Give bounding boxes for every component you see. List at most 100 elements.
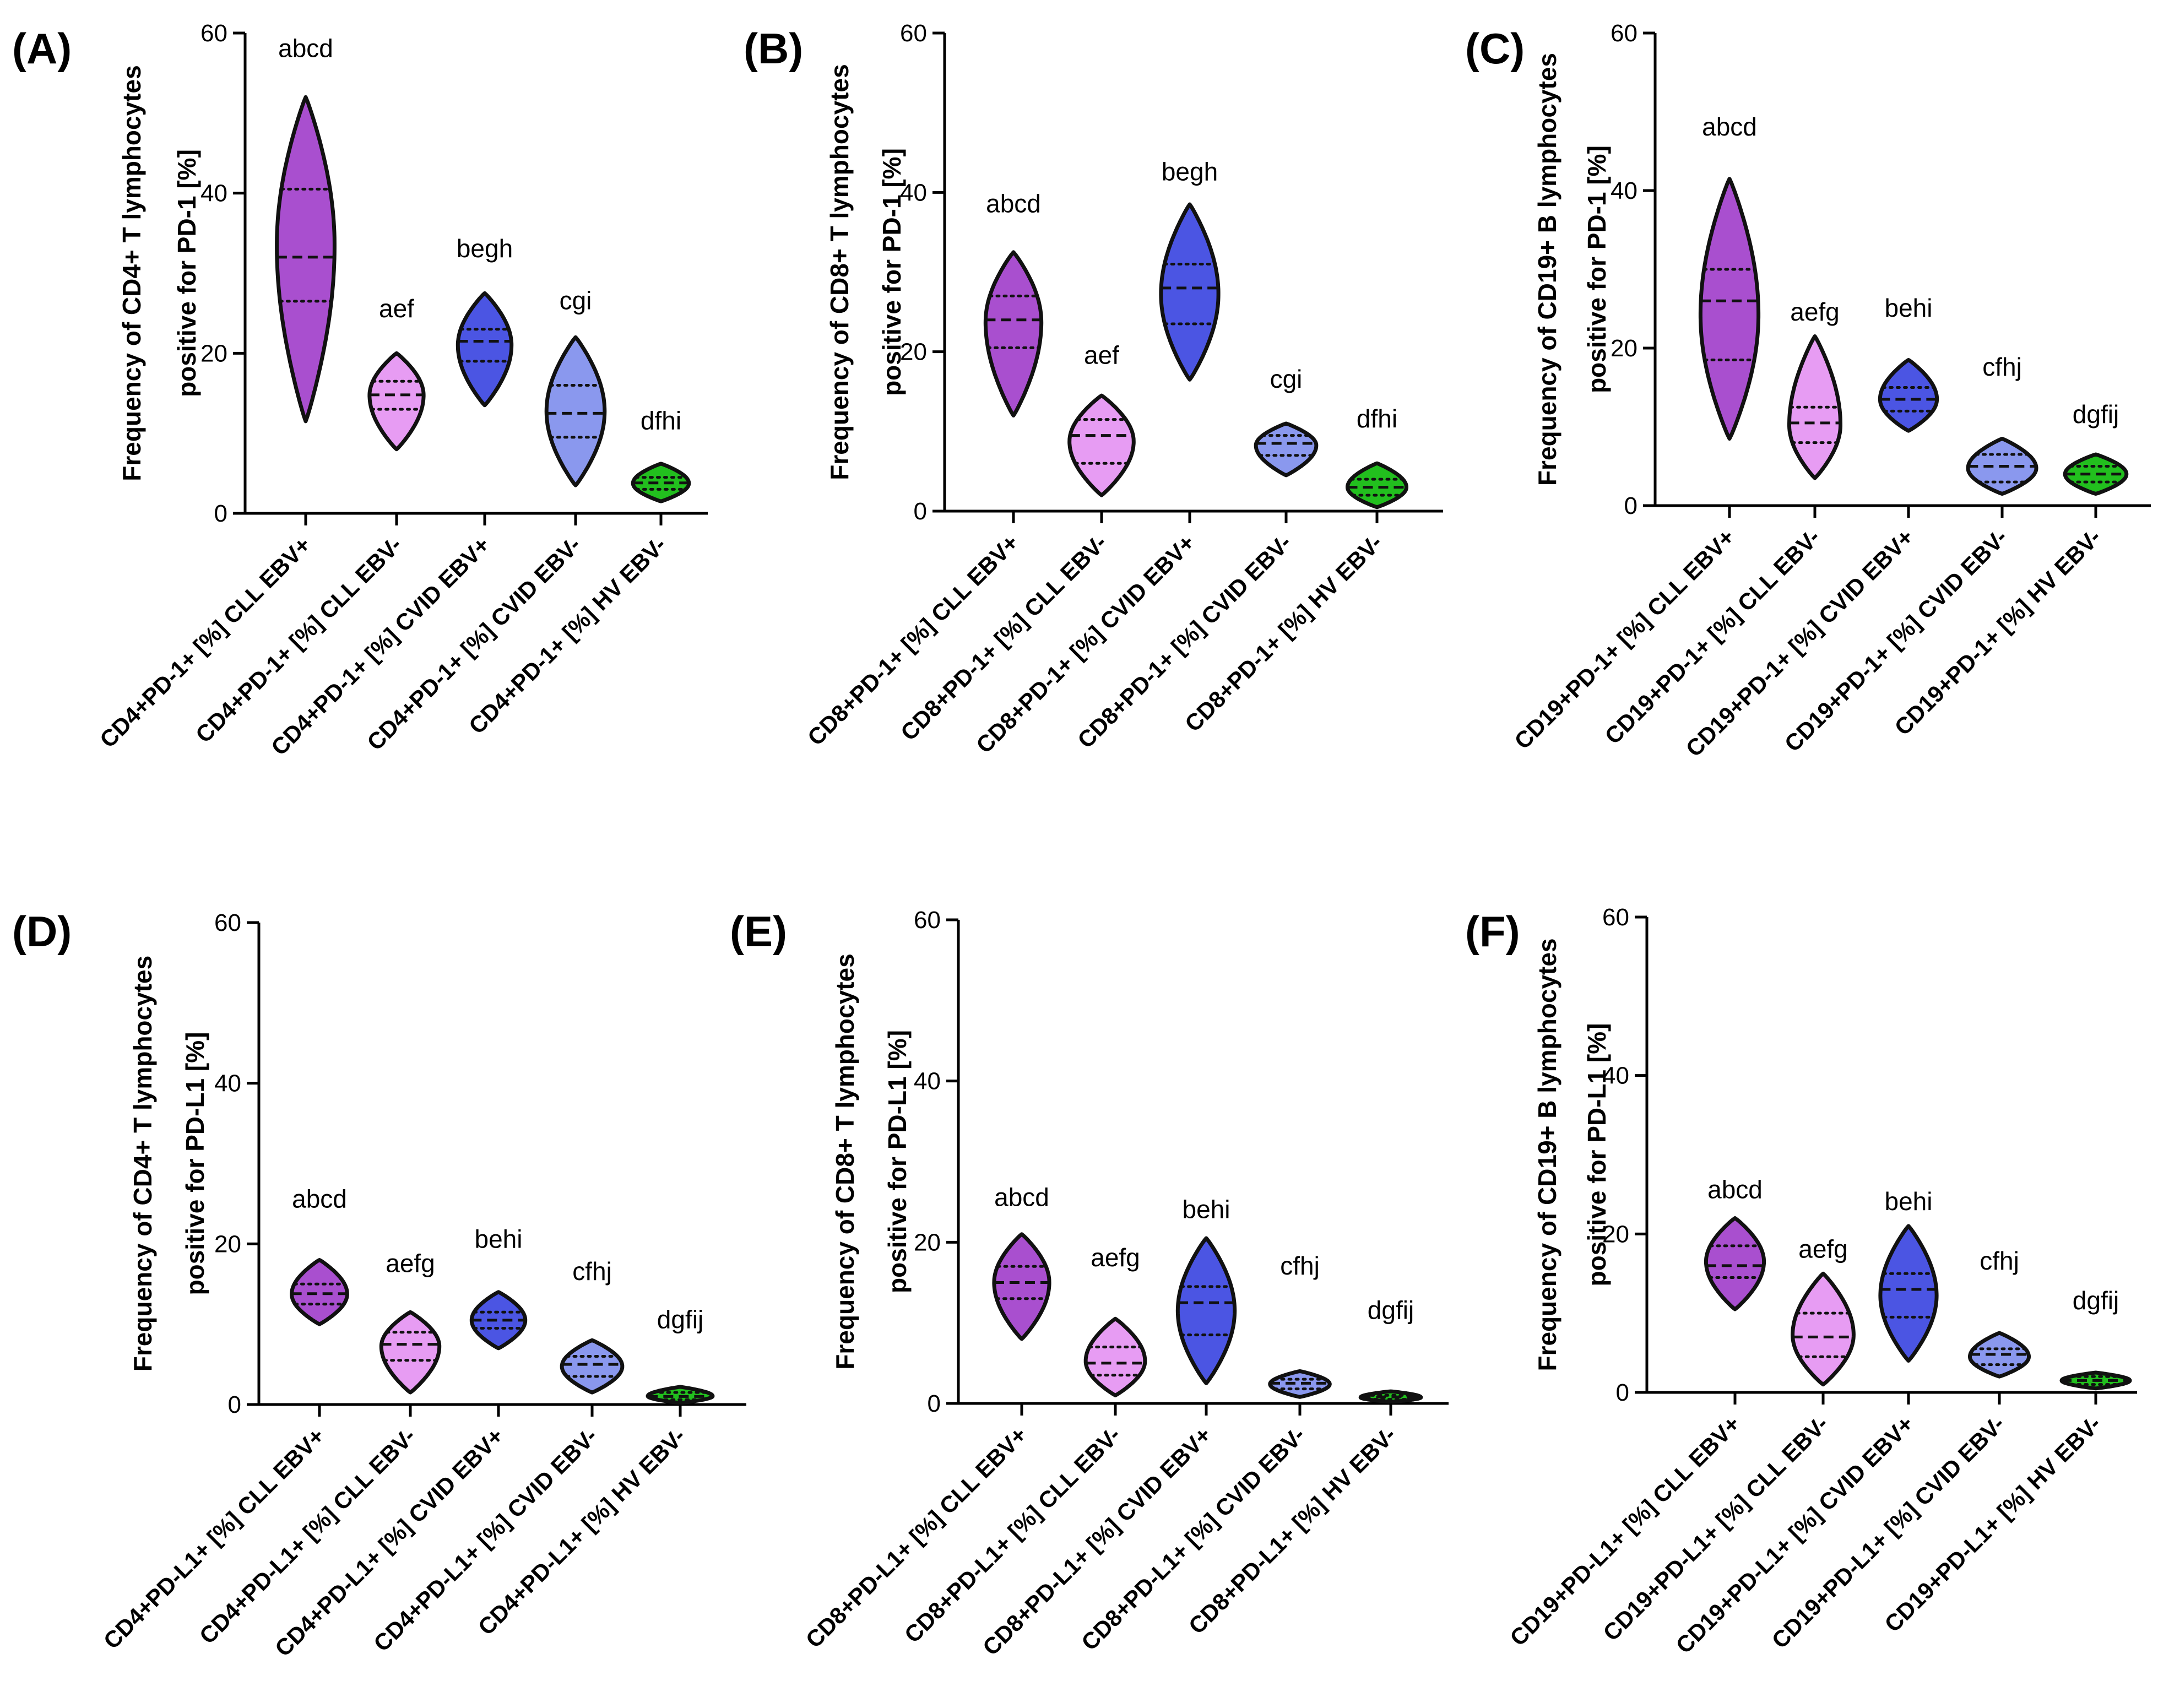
significance-label: dgfij <box>1368 1295 1414 1324</box>
violin-group <box>1083 1316 1147 1397</box>
significance-label: abcd <box>994 1183 1049 1211</box>
violin-group <box>290 1258 349 1326</box>
significance-label: behi <box>1885 1187 1933 1216</box>
panel-4: (D) Frequency of CD4+ T lymphocytes positi… <box>12 907 746 1662</box>
y-tick-label: 0 <box>1624 492 1638 519</box>
violin-group <box>544 335 607 487</box>
violin-group <box>1966 437 2038 496</box>
violin-group <box>275 95 337 424</box>
y-tick-label: 0 <box>228 1391 241 1418</box>
violin-body <box>1878 1224 1939 1363</box>
significance-label: cfhj <box>1982 353 2022 381</box>
y-axis-label-line2: positive for PD-1 [%] <box>172 149 201 397</box>
violin-group <box>1791 1271 1856 1387</box>
panel-label: (C) <box>1465 24 1525 73</box>
panel-label: (A) <box>12 24 72 73</box>
violin-group <box>1878 1224 1939 1363</box>
violin-body <box>1698 177 1761 441</box>
violin-group <box>1159 202 1221 382</box>
violin-group <box>992 1232 1051 1341</box>
panel-3: (C) Frequency of CD19+ B lymphocytes posit… <box>1465 20 2151 762</box>
significance-label: dfhi <box>641 406 681 435</box>
significance-label: abcd <box>278 34 333 63</box>
violin-group <box>646 1385 715 1405</box>
y-tick-label: 20 <box>200 340 227 367</box>
violin-body <box>1704 1216 1766 1311</box>
significance-label: cfhj <box>1980 1246 2019 1275</box>
significance-label: begh <box>1162 158 1218 186</box>
y-axis-label-line2: positive for PD-1 [%] <box>877 148 906 396</box>
panel-label: (B) <box>744 24 803 73</box>
violin-group <box>1067 393 1136 497</box>
significance-label: abcd <box>1707 1175 1763 1204</box>
violin-group <box>1968 1331 2031 1379</box>
violin-group <box>379 1310 442 1395</box>
violin-body <box>379 1310 442 1395</box>
y-tick-label: 60 <box>200 20 227 47</box>
significance-label: cgi <box>560 286 592 315</box>
y-tick-label: 20 <box>1611 335 1638 362</box>
y-tick-label: 20 <box>214 1230 241 1257</box>
y-tick-label: 60 <box>1602 904 1629 931</box>
significance-label: cfhj <box>1280 1251 1320 1280</box>
violin-group <box>469 1290 528 1351</box>
significance-label: aef <box>1084 340 1119 369</box>
significance-label: aef <box>379 294 414 323</box>
y-axis-label-line1: Frequency of CD8+ T lymphocytes <box>831 953 859 1369</box>
y-axis-label-line1: Frequency of CD19+ B lymphocytes <box>1533 938 1561 1371</box>
y-tick-label: 40 <box>214 1070 241 1097</box>
violin-group <box>983 250 1044 417</box>
violin-body <box>992 1232 1051 1341</box>
significance-label: aefg <box>386 1249 435 1277</box>
violin-body <box>983 250 1044 417</box>
significance-label: behi <box>1183 1195 1230 1223</box>
significance-label: dgfij <box>657 1305 703 1333</box>
y-axis-label-line1: Frequency of CD4+ T lymphocytes <box>128 956 157 1371</box>
significance-label: aefg <box>1798 1234 1848 1263</box>
significance-label: dgfij <box>2073 1286 2119 1315</box>
violin-group <box>2063 452 2129 496</box>
violin-body <box>1175 1236 1237 1385</box>
violin-body <box>456 291 514 408</box>
y-tick-label: 0 <box>1616 1379 1629 1406</box>
violin-body <box>1067 393 1136 497</box>
violin-body <box>290 1258 349 1326</box>
y-tick-label: 20 <box>914 1229 941 1256</box>
violin-group <box>367 351 426 452</box>
y-tick-label: 40 <box>900 179 927 206</box>
y-tick-label: 40 <box>1611 177 1638 204</box>
panel-label: (F) <box>1465 907 1520 956</box>
y-axis-label-line2: positive for PD-L1 [%] <box>181 1032 209 1295</box>
violin-body <box>275 95 337 424</box>
panel-5: (E) Frequency of CD8+ T lymphocytes positi… <box>730 907 1449 1661</box>
violin-group <box>2059 1370 2132 1391</box>
violin-body <box>2063 452 2129 496</box>
y-axis-label-line1: Frequency of CD4+ T lymphocytes <box>117 65 146 481</box>
panel-2: (B) Frequency of CD8+ T lymphocytes positi… <box>744 20 1443 758</box>
y-axis-label-line2: positive for PD-1 [%] <box>1582 145 1611 393</box>
significance-label: cgi <box>1270 365 1303 393</box>
violin-body <box>1254 421 1319 478</box>
significance-label: aefg <box>1790 297 1840 326</box>
significance-label: dfhi <box>1357 404 1397 433</box>
y-tick-label: 60 <box>214 909 241 936</box>
y-tick-label: 40 <box>1602 1062 1629 1089</box>
significance-label: dgfij <box>2073 400 2119 429</box>
y-axis-label-line1: Frequency of CD8+ T lymphocytes <box>825 64 854 480</box>
significance-label: behi <box>1885 294 1933 322</box>
violin-group <box>1175 1236 1237 1385</box>
panel-label: (E) <box>730 907 787 956</box>
y-tick-label: 60 <box>1611 20 1638 47</box>
violin-group <box>1698 177 1761 441</box>
violin-group <box>1268 1369 1332 1399</box>
violin-body <box>367 351 426 452</box>
panel-6: (F) Frequency of CD19+ B lymphocytes posit… <box>1465 904 2137 1658</box>
violin-group <box>1358 1389 1423 1404</box>
violin-group <box>1704 1216 1766 1311</box>
panel-label: (D) <box>12 907 72 956</box>
significance-label: begh <box>457 234 513 263</box>
violin-group <box>560 1338 625 1395</box>
violin-body <box>1083 1316 1147 1397</box>
violin-body <box>1159 202 1221 382</box>
